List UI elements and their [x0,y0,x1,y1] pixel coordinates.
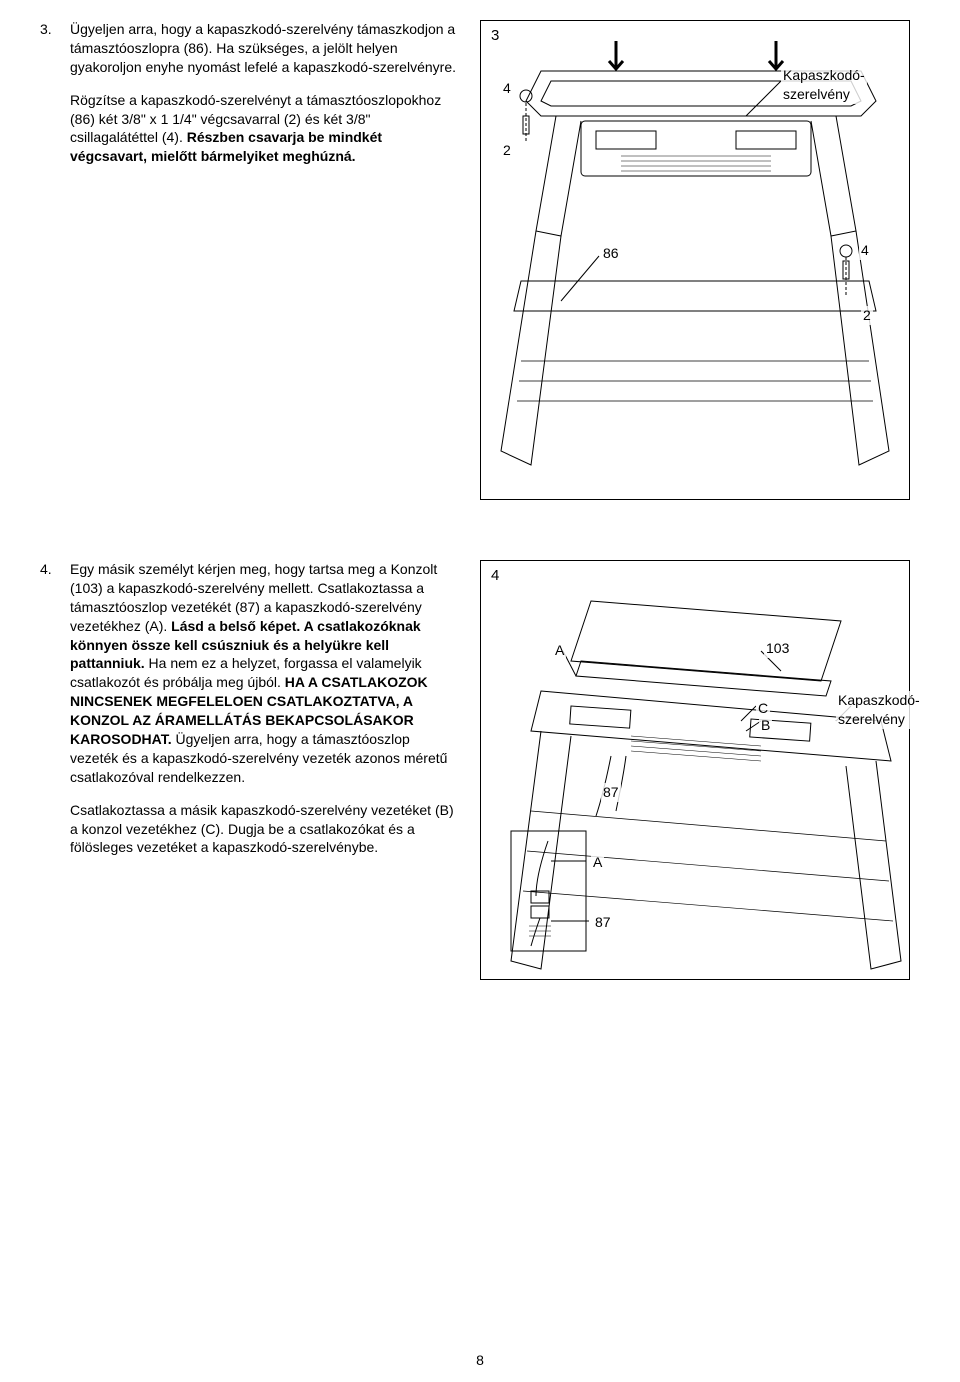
step-3-para-2: Rögzítse a kapaszkodó-szerelvényt a táma… [70,91,460,167]
callout-handrail-label: Kapaszkodó- szerelvény [781,66,867,104]
step-3-text: 3. Ügyeljen arra, hogy a kapaszkodó-szer… [40,20,460,500]
step-4: 4. Egy másik személyt kérjen meg, hogy t… [40,560,920,980]
step-3-number: 3. [40,20,60,500]
callout-handrail-label-2: Kapaszkodó- szerelvény [836,691,922,729]
step-4-para-2: Csatlakoztassa a másik kapaszkodó-szerel… [70,801,460,858]
callout-a-inset: A [591,853,604,872]
step-4-para-1: Egy másik személyt kérjen meg, hogy tart… [70,560,460,787]
step-4-figure: 4 [480,560,910,980]
step-3-figure: 3 [480,20,910,500]
step-4-drawing [481,561,909,979]
callout-103: 103 [764,639,791,658]
step-4-text: 4. Egy másik személyt kérjen meg, hogy t… [40,560,460,980]
callout-b: B [759,716,772,735]
callout-87-main: 87 [601,783,621,802]
step-4-body: Egy másik személyt kérjen meg, hogy tart… [70,560,460,980]
step-3-body: Ügyeljen arra, hogy a kapaszkodó-szerelv… [70,20,460,500]
callout-2-top: 2 [501,141,513,160]
callout-a-main: A [553,641,566,660]
callout-86: 86 [601,244,621,263]
step-3-para-1: Ügyeljen arra, hogy a kapaszkodó-szerelv… [70,20,460,77]
step-4-number: 4. [40,560,60,980]
callout-87-inset: 87 [593,913,613,932]
callout-2-mid: 2 [861,306,873,325]
page-number: 8 [476,1351,484,1370]
callout-4-top: 4 [501,79,513,98]
step-3: 3. Ügyeljen arra, hogy a kapaszkodó-szer… [40,20,920,500]
callout-4-mid: 4 [859,241,871,260]
